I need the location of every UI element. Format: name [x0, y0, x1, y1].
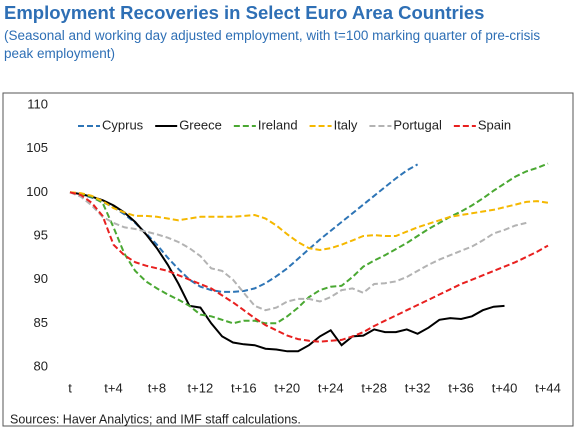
x-tick-label: t: [68, 380, 72, 395]
x-tick-label: t+16: [231, 380, 257, 395]
legend-label: Portugal: [393, 117, 442, 132]
chart-title: Employment Recoveries in Select Euro Are…: [4, 2, 485, 23]
series-line: [69, 163, 419, 293]
x-tick-label: t+28: [361, 380, 387, 395]
legend-label: Cyprus: [102, 117, 144, 132]
series-line: [69, 191, 527, 312]
x-tick-label: t+24: [318, 380, 344, 395]
series-line: [69, 191, 549, 343]
legend-label: Ireland: [258, 117, 298, 132]
x-tick-label: t+12: [188, 380, 214, 395]
legend-label: Spain: [478, 117, 511, 132]
chart-frame: [2, 92, 574, 427]
x-tick-label: t+40: [492, 380, 518, 395]
chart-subtitle: (Seasonal and working day adjusted emplo…: [4, 28, 541, 61]
y-tick-label: 105: [26, 140, 48, 155]
source-note: Sources: Haver Analytics; and IMF staff …: [10, 412, 301, 426]
series-line: [69, 191, 549, 252]
x-tick-label: t+4: [104, 380, 122, 395]
x-tick-label: t+20: [274, 380, 300, 395]
series-line: [69, 162, 549, 325]
y-tick-label: 85: [34, 315, 48, 330]
legend-label: Greece: [179, 117, 222, 132]
x-tick-label: t+8: [148, 380, 166, 395]
y-tick-label: 90: [34, 271, 48, 286]
x-tick-label: t+44: [535, 380, 561, 395]
x-tick-label: t+36: [448, 380, 474, 395]
x-tick-label: t+32: [405, 380, 431, 395]
y-tick-label: 100: [26, 184, 48, 199]
y-tick-label: 80: [34, 358, 48, 373]
y-tick-label: 95: [34, 227, 48, 242]
y-tick-label: 110: [27, 96, 48, 111]
legend-label: Italy: [334, 117, 358, 132]
